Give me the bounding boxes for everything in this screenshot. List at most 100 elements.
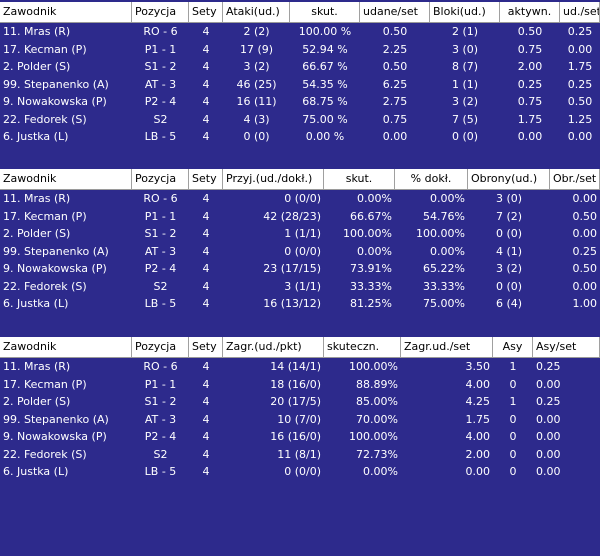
reception-cell: 3 (1/1) xyxy=(284,279,321,293)
table-row[interactable]: 6. Justka (L) LB - 5 4 0 (0) 0.00 % 0.00… xyxy=(0,128,600,146)
column-header[interactable]: % dokł. xyxy=(395,169,468,189)
defense-per-set-cell: 0.50 xyxy=(572,209,598,223)
serves-cell: 11 (8/1) xyxy=(277,447,321,461)
reception-cell: 1 (1/1) xyxy=(284,227,321,240)
player-name: 99. Stepanenko (A) xyxy=(3,412,109,426)
serves-per-set-cell: 4.25 xyxy=(465,395,491,408)
defense-cell: 7 (2) xyxy=(495,209,523,223)
sets-cell: 4 xyxy=(202,412,210,426)
table-row[interactable]: 9. Nowakowska (P) P2 - 4 4 23 (17/15) 73… xyxy=(0,260,600,278)
attack-block-stats-table: Zawodnik Pozycja Sety Ataki(ud.) skut. u… xyxy=(0,2,600,146)
table-row[interactable]: 11. Mras (R) RO - 6 4 14 (14/1) 100.00% … xyxy=(0,358,600,376)
column-header[interactable]: Obrony(ud.) xyxy=(468,169,550,189)
table-row[interactable]: 17. Kecman (P) P1 - 1 4 42 (28/23) 66.67… xyxy=(0,208,600,226)
column-header[interactable]: skut. xyxy=(324,169,395,189)
defense-per-set-cell: 0.25 xyxy=(572,244,598,258)
blocks-cell: 3 (0) xyxy=(451,42,479,56)
column-header[interactable]: Pozycja xyxy=(132,337,189,357)
sets-cell: 4 xyxy=(202,95,210,108)
player-name: 11. Mras (R) xyxy=(3,192,71,205)
aces-per-set-cell: 0.25 xyxy=(536,360,561,373)
column-header[interactable]: Sety xyxy=(189,337,223,357)
column-header[interactable]: udane/set xyxy=(360,2,430,22)
efficiency-cell: 0.00 % xyxy=(305,130,345,143)
per-set-cell: 0.50 xyxy=(382,25,408,38)
column-header[interactable]: aktywn. xyxy=(500,2,560,22)
sets-cell: 4 xyxy=(202,447,210,461)
column-header[interactable]: Sety xyxy=(189,2,223,22)
efficiency-cell: 52.94 % xyxy=(302,42,348,56)
column-header[interactable]: Zagr.ud./set xyxy=(401,337,493,357)
column-header[interactable]: skut. xyxy=(290,2,360,22)
column-header[interactable]: Zawodnik xyxy=(0,2,132,22)
column-header[interactable]: ud./set xyxy=(560,2,600,22)
column-header[interactable]: Ataki(ud.) xyxy=(223,2,290,22)
blocks-cell: 8 (7) xyxy=(451,60,479,73)
player-name: 9. Nowakowska (P) xyxy=(3,430,107,443)
position-cell: S1 - 2 xyxy=(144,227,177,240)
column-header[interactable]: Obr./set xyxy=(550,169,600,189)
position-cell: P2 - 4 xyxy=(144,95,177,108)
accuracy-cell: 75.00% xyxy=(423,297,465,310)
serves-cell: 18 (16/0) xyxy=(270,377,321,391)
table-row[interactable]: 2. Polder (S) S1 - 2 4 1 (1/1) 100.00% 1… xyxy=(0,225,600,243)
aces-cell: 0 xyxy=(509,447,517,461)
aces-cell: 1 xyxy=(509,360,517,373)
column-header[interactable]: Zawodnik xyxy=(0,169,132,189)
player-name: 17. Kecman (P) xyxy=(3,377,87,391)
efficiency-cell: 72.73% xyxy=(356,447,398,461)
column-header[interactable]: Pozycja xyxy=(132,2,189,22)
table-row[interactable]: 17. Kecman (P) P1 - 1 4 17 (9) 52.94 % 2… xyxy=(0,41,600,59)
table-row[interactable]: 9. Nowakowska (P) P2 - 4 4 16 (11) 68.75… xyxy=(0,93,600,111)
column-header[interactable]: Sety xyxy=(189,169,223,189)
sets-cell: 4 xyxy=(202,395,210,408)
blocks-cell: 2 (1) xyxy=(451,25,479,38)
table-row[interactable]: 99. Stepanenko (A) AT - 3 4 0 (0/0) 0.00… xyxy=(0,243,600,261)
table-row[interactable]: 22. Fedorek (S) S2 4 11 (8/1) 72.73% 2.0… xyxy=(0,446,600,464)
column-header[interactable]: Pozycja xyxy=(132,169,189,189)
column-header[interactable]: Bloki(ud.) xyxy=(430,2,500,22)
position-cell: S1 - 2 xyxy=(144,395,177,408)
table-row[interactable]: 2. Polder (S) S1 - 2 4 3 (2) 66.67 % 0.5… xyxy=(0,58,600,76)
position-cell: LB - 5 xyxy=(144,297,177,310)
table-row[interactable]: 22. Fedorek (S) S2 4 4 (3) 75.00 % 0.75 … xyxy=(0,111,600,129)
position-cell: P2 - 4 xyxy=(144,430,177,443)
activity-cell: 2.00 xyxy=(517,60,543,73)
table-row[interactable]: 11. Mras (R) RO - 6 4 0 (0/0) 0.00% 0.00… xyxy=(0,190,600,208)
table-row[interactable]: 11. Mras (R) RO - 6 4 2 (2) 100.00 % 0.5… xyxy=(0,23,600,41)
table-row[interactable]: 99. Stepanenko (A) AT - 3 4 10 (7/0) 70.… xyxy=(0,411,600,429)
reception-cell: 42 (28/23) xyxy=(263,209,321,223)
defense-cell: 3 (0) xyxy=(495,192,523,205)
table-row[interactable]: 17. Kecman (P) P1 - 1 4 18 (16/0) 88.89%… xyxy=(0,376,600,394)
table-row[interactable]: 2. Polder (S) S1 - 2 4 20 (17/5) 85.00% … xyxy=(0,393,600,411)
reception-cell: 0 (0/0) xyxy=(284,244,321,258)
aces-cell: 0 xyxy=(509,430,517,443)
efficiency-cell: 54.35 % xyxy=(302,77,348,91)
defense-cell: 6 (4) xyxy=(495,297,523,310)
table-row[interactable]: 6. Justka (L) LB - 5 4 16 (13/12) 81.25%… xyxy=(0,295,600,313)
defense-cell: 3 (2) xyxy=(495,262,523,275)
table-row[interactable]: 99. Stepanenko (A) AT - 3 4 46 (25) 54.3… xyxy=(0,76,600,94)
per-set-cell: 2.75 xyxy=(382,95,408,108)
column-header[interactable]: Przyj.(ud./dokł.) xyxy=(223,169,324,189)
defense-cell: 0 (0) xyxy=(495,227,523,240)
table-row[interactable]: 6. Justka (L) LB - 5 4 0 (0/0) 0.00% 0.0… xyxy=(0,463,600,481)
player-name: 2. Polder (S) xyxy=(3,60,71,73)
per-set-cell: 0.50 xyxy=(382,60,408,73)
table-row[interactable]: 22. Fedorek (S) S2 4 3 (1/1) 33.33% 33.3… xyxy=(0,278,600,296)
attacks-cell: 0 (0) xyxy=(243,130,270,143)
per-set-cell: 0.00 xyxy=(382,130,408,143)
sets-cell: 4 xyxy=(202,262,210,275)
player-name: 9. Nowakowska (P) xyxy=(3,95,107,108)
column-header[interactable]: Zawodnik xyxy=(0,337,132,357)
column-header[interactable]: Zagr.(ud./pkt) xyxy=(223,337,324,357)
column-header[interactable]: skuteczn. xyxy=(324,337,401,357)
column-header[interactable]: Asy/set xyxy=(533,337,600,357)
serve-stats-table: Zawodnik Pozycja Sety Zagr.(ud./pkt) sku… xyxy=(0,337,600,481)
column-header[interactable]: Asy xyxy=(493,337,533,357)
table-row[interactable]: 9. Nowakowska (P) P2 - 4 4 16 (16/0) 100… xyxy=(0,428,600,446)
efficiency-cell: 75.00 % xyxy=(302,112,348,126)
efficiency-cell: 33.33% xyxy=(350,279,392,293)
position-cell: S2 xyxy=(153,112,168,126)
blocks-per-set-cell: 0.00 xyxy=(567,42,593,56)
